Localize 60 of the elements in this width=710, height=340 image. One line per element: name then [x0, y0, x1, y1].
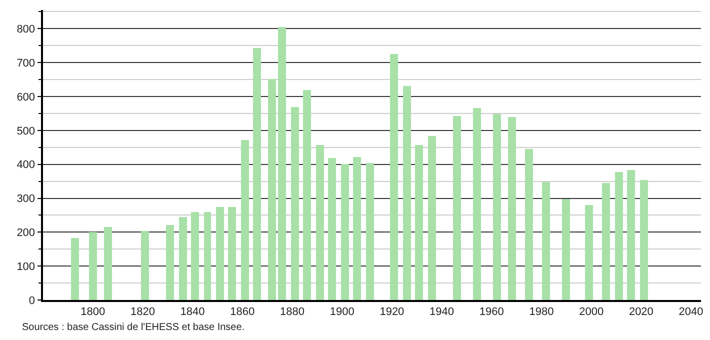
- y-tick-label: 700: [16, 57, 36, 70]
- y-tick-label: 200: [16, 227, 36, 240]
- bar: [71, 238, 79, 300]
- bar: [473, 108, 481, 300]
- bar: [562, 199, 570, 300]
- bar: [291, 107, 299, 300]
- bar: [602, 183, 610, 300]
- bar: [328, 158, 336, 300]
- bar: [366, 163, 374, 300]
- bar: [428, 136, 436, 300]
- bar: [241, 140, 249, 300]
- y-tick-label: 0: [28, 294, 36, 307]
- bar: [141, 231, 149, 300]
- bar: [191, 212, 199, 300]
- bar: [179, 217, 187, 300]
- bar: [204, 212, 211, 300]
- bar: [627, 170, 635, 300]
- x-tick-label: 1880: [280, 306, 304, 318]
- x-tick-label: 1820: [130, 306, 155, 318]
- x-tick-label: 1940: [430, 306, 454, 318]
- bar: [615, 172, 623, 300]
- x-tick-label: 1800: [80, 306, 106, 318]
- bar: [253, 48, 261, 300]
- bar: [353, 157, 361, 300]
- y-tick-label: 400: [16, 159, 36, 172]
- bar: [228, 207, 236, 300]
- x-tick-label: 2000: [579, 306, 604, 318]
- bar: [216, 207, 224, 300]
- bar: [390, 54, 398, 300]
- x-tick-label: 1980: [529, 306, 554, 318]
- bar: [341, 164, 349, 300]
- bar: [542, 182, 550, 300]
- bar: [415, 145, 423, 300]
- bar: [303, 90, 311, 300]
- bar: [453, 116, 461, 300]
- y-tick-label: 300: [16, 193, 36, 206]
- bar: [104, 227, 112, 300]
- x-tick-label: 1960: [479, 306, 504, 318]
- bar: [278, 27, 286, 300]
- bar: [403, 86, 411, 300]
- x-tick-label: 2020: [628, 306, 654, 318]
- y-tick-label: 500: [16, 125, 36, 138]
- bar: [166, 225, 174, 300]
- bar: [316, 145, 324, 300]
- x-tick-label: 1900: [330, 306, 354, 318]
- x-tick-label: 1840: [180, 306, 205, 318]
- x-tick-label: 1860: [230, 306, 255, 318]
- bar: [525, 149, 533, 300]
- bar: [508, 117, 516, 300]
- x-tick-label: 2040: [678, 306, 704, 318]
- bar: [89, 232, 97, 300]
- source-note: Sources : base Cassini de l'EHESS et base Insee.: [22, 322, 245, 333]
- x-tick-label: 1920: [380, 306, 404, 318]
- bar: [268, 79, 276, 300]
- bar: [585, 205, 593, 300]
- y-tick-label: 800: [16, 24, 36, 36]
- y-tick-label: 100: [16, 260, 36, 273]
- bar: [640, 180, 648, 300]
- y-tick-label: 600: [16, 91, 36, 104]
- bar: [493, 114, 501, 300]
